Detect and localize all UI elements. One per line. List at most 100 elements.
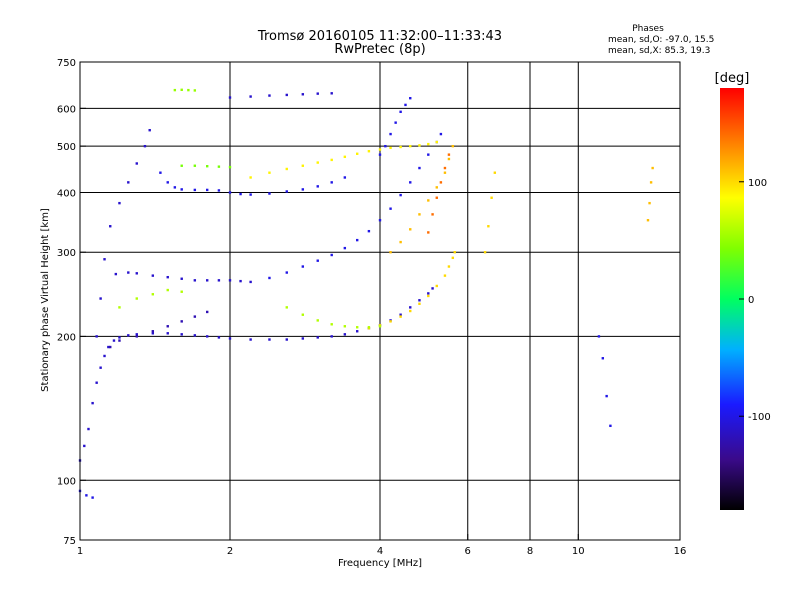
colorbar-tick-label: -100 bbox=[748, 412, 771, 423]
data-point bbox=[91, 496, 94, 499]
data-point bbox=[151, 330, 155, 333]
data-point bbox=[330, 181, 333, 184]
data-point bbox=[443, 166, 447, 170]
data-point bbox=[180, 164, 183, 167]
data-point bbox=[343, 325, 347, 328]
data-point bbox=[330, 335, 333, 338]
data-point bbox=[135, 333, 138, 336]
data-point bbox=[99, 366, 102, 369]
data-point bbox=[166, 325, 169, 328]
data-point bbox=[166, 332, 169, 335]
data-point bbox=[493, 171, 497, 174]
data-point bbox=[301, 188, 305, 191]
x-tick-label: 10 bbox=[572, 546, 585, 557]
y-tick-label: 300 bbox=[57, 248, 76, 259]
data-point bbox=[451, 256, 455, 260]
data-point bbox=[443, 171, 447, 174]
data-point bbox=[151, 293, 155, 296]
x-tick-label: 8 bbox=[527, 546, 533, 557]
data-point bbox=[316, 319, 319, 322]
data-point bbox=[355, 152, 359, 155]
data-point bbox=[228, 191, 232, 194]
axis-ticks: 1 2 4 6 8 10 16 75 100 200 300 400 500 600 750 bbox=[57, 58, 686, 557]
data-point bbox=[451, 144, 455, 148]
colorbar-tick-label: 100 bbox=[748, 178, 767, 189]
data-point bbox=[431, 213, 434, 216]
data-point bbox=[409, 306, 412, 309]
data-point bbox=[343, 246, 347, 250]
phase-stats: Phases mean, sd,O: -97.0, 15.5 mean, sd,… bbox=[608, 24, 714, 56]
data-point bbox=[127, 181, 130, 184]
data-point bbox=[378, 148, 382, 151]
data-point bbox=[173, 88, 177, 92]
data-point bbox=[384, 144, 387, 148]
data-point bbox=[193, 279, 197, 282]
data-point bbox=[447, 265, 451, 268]
y-tick-label: 750 bbox=[57, 58, 76, 69]
data-point bbox=[148, 128, 151, 132]
data-point bbox=[249, 338, 252, 341]
data-point bbox=[159, 171, 162, 174]
y-tick-label: 100 bbox=[57, 476, 76, 487]
data-point bbox=[453, 251, 456, 254]
data-point bbox=[427, 294, 430, 298]
data-point bbox=[418, 166, 421, 170]
data-point bbox=[285, 271, 288, 274]
x-tick-label: 16 bbox=[674, 546, 687, 557]
x-axis-label: Frequency [MHz] bbox=[338, 558, 422, 569]
data-points bbox=[78, 88, 654, 499]
data-point bbox=[217, 279, 221, 282]
phase-stats-x-mode: mean, sd,X: 85.3, 19.3 bbox=[608, 46, 710, 56]
data-point bbox=[389, 146, 392, 150]
phase-stats-heading: Phases bbox=[632, 24, 664, 34]
data-point bbox=[301, 164, 305, 167]
data-point bbox=[228, 337, 232, 340]
data-point bbox=[439, 181, 443, 184]
chart-title: Tromsø 20160105 11:32:00–11:33:43 bbox=[257, 29, 502, 44]
data-point bbox=[193, 89, 197, 92]
y-tick-label: 75 bbox=[63, 536, 76, 547]
data-point bbox=[355, 326, 359, 329]
data-point bbox=[367, 229, 371, 233]
data-point bbox=[109, 225, 112, 228]
data-point bbox=[389, 320, 392, 323]
data-point bbox=[389, 132, 392, 136]
data-point bbox=[435, 284, 438, 288]
data-point bbox=[217, 336, 221, 339]
data-point bbox=[343, 155, 347, 159]
y-tick-label: 600 bbox=[57, 104, 76, 115]
data-point bbox=[431, 287, 434, 290]
x-tick-label: 6 bbox=[465, 546, 471, 557]
data-point bbox=[166, 181, 169, 184]
data-point bbox=[399, 193, 402, 197]
data-point bbox=[228, 279, 232, 282]
data-point bbox=[399, 315, 402, 318]
data-point bbox=[447, 153, 451, 156]
data-point bbox=[239, 279, 242, 283]
data-point bbox=[316, 185, 319, 188]
data-point bbox=[487, 225, 490, 228]
data-point bbox=[217, 165, 221, 168]
data-point bbox=[135, 162, 138, 165]
data-point bbox=[127, 271, 130, 274]
data-point bbox=[394, 121, 397, 124]
data-point bbox=[268, 338, 271, 341]
data-point bbox=[268, 171, 271, 174]
data-point bbox=[83, 444, 86, 448]
data-point bbox=[217, 189, 221, 192]
x-tick-label: 2 bbox=[227, 546, 233, 557]
data-point bbox=[187, 88, 190, 92]
data-point bbox=[103, 354, 106, 358]
data-point bbox=[166, 275, 169, 279]
data-point bbox=[418, 302, 421, 305]
data-point bbox=[193, 315, 197, 318]
data-point bbox=[435, 196, 438, 199]
data-point bbox=[601, 357, 605, 360]
data-point bbox=[87, 427, 90, 431]
data-point bbox=[316, 336, 319, 339]
data-point bbox=[378, 325, 382, 328]
data-point bbox=[378, 219, 382, 222]
data-point bbox=[648, 201, 651, 205]
y-tick-label: 500 bbox=[57, 142, 76, 153]
data-point bbox=[439, 132, 443, 136]
